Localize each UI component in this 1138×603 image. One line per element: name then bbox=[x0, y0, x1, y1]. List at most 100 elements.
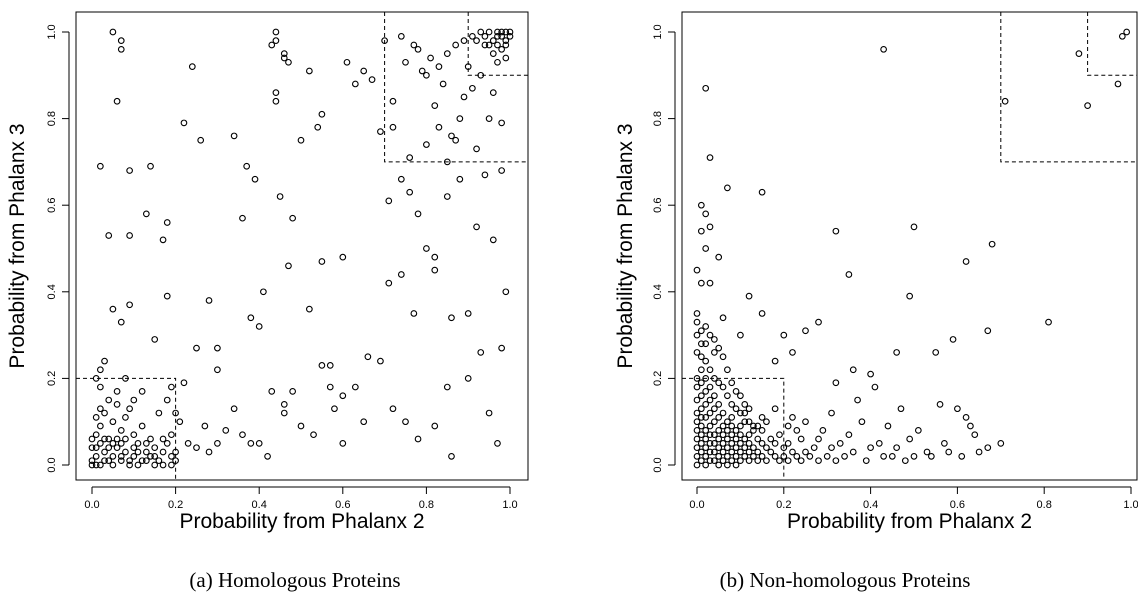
data-point bbox=[410, 310, 418, 317]
data-point bbox=[776, 431, 783, 439]
data-point bbox=[306, 67, 313, 75]
data-point bbox=[163, 292, 171, 300]
x-tick-label: 0.6 bbox=[335, 499, 350, 511]
data-point bbox=[741, 444, 749, 452]
data-point bbox=[910, 452, 918, 460]
data-point bbox=[711, 418, 718, 426]
data-point bbox=[147, 162, 154, 170]
data-point bbox=[832, 379, 840, 387]
data-point bbox=[168, 431, 175, 439]
data-point bbox=[741, 401, 749, 408]
data-point bbox=[802, 418, 809, 426]
data-point bbox=[239, 431, 246, 439]
data-point bbox=[314, 123, 322, 131]
data-point bbox=[494, 440, 501, 447]
data-point bbox=[789, 414, 796, 421]
data-point bbox=[151, 452, 159, 460]
data-point bbox=[693, 409, 701, 417]
data-point bbox=[706, 457, 714, 465]
data-point bbox=[117, 45, 125, 53]
x-axis-title: Probability from Phalanx 2 bbox=[179, 510, 424, 533]
data-point bbox=[343, 58, 351, 66]
data-point bbox=[771, 405, 779, 413]
x-axis-title: Probability from Phalanx 2 bbox=[787, 510, 1032, 533]
data-point bbox=[745, 431, 753, 439]
data-point bbox=[443, 158, 451, 166]
data-point bbox=[737, 392, 744, 400]
data-point bbox=[875, 440, 883, 447]
data-point bbox=[435, 63, 443, 70]
data-point bbox=[758, 452, 766, 460]
data-point bbox=[113, 388, 121, 395]
data-point bbox=[247, 440, 255, 447]
data-point bbox=[897, 405, 905, 413]
data-point bbox=[702, 444, 710, 452]
data-point bbox=[697, 431, 705, 439]
data-point bbox=[464, 63, 472, 70]
data-point bbox=[427, 54, 434, 62]
data-point bbox=[97, 461, 104, 469]
data-point bbox=[793, 452, 801, 460]
data-point bbox=[784, 422, 792, 430]
data-point bbox=[105, 457, 113, 465]
x-tick-label: 1.0 bbox=[1123, 499, 1138, 511]
data-point bbox=[815, 318, 822, 326]
threshold-region-1 bbox=[384, 12, 528, 163]
data-point bbox=[138, 388, 146, 395]
data-point bbox=[97, 422, 104, 430]
data-point bbox=[849, 448, 857, 456]
data-point bbox=[914, 427, 922, 434]
data-point bbox=[906, 435, 914, 443]
data-point bbox=[239, 214, 246, 222]
data-point bbox=[715, 344, 723, 352]
data-point bbox=[697, 405, 705, 413]
data-point bbox=[88, 435, 96, 443]
x-tick-label: 0.4 bbox=[252, 499, 267, 511]
data-point bbox=[789, 448, 796, 456]
data-point bbox=[255, 440, 263, 447]
data-point bbox=[728, 448, 736, 456]
data-point bbox=[351, 80, 359, 88]
data-point bbox=[92, 414, 100, 421]
x-tick-label: 0.8 bbox=[419, 499, 434, 511]
data-point bbox=[147, 435, 154, 443]
data-point bbox=[443, 50, 451, 58]
data-point bbox=[910, 223, 918, 231]
data-point bbox=[109, 440, 117, 447]
data-point bbox=[711, 431, 718, 439]
data-point bbox=[702, 427, 710, 434]
data-point bbox=[724, 444, 731, 452]
threshold-region-2 bbox=[1087, 12, 1137, 76]
data-point bbox=[936, 401, 944, 408]
data-point bbox=[489, 37, 497, 45]
data-point bbox=[318, 110, 326, 118]
data-point bbox=[776, 457, 783, 465]
data-point bbox=[117, 457, 125, 465]
y-tick-label: 1.0 bbox=[652, 24, 664, 39]
y-tick-label: 0.8 bbox=[652, 111, 664, 126]
data-point bbox=[397, 32, 405, 40]
data-point bbox=[754, 448, 762, 456]
data-point bbox=[771, 357, 779, 365]
data-point bbox=[431, 422, 439, 430]
data-point bbox=[460, 37, 468, 45]
threshold-region-2 bbox=[467, 12, 528, 76]
data-point bbox=[159, 236, 167, 244]
data-point bbox=[893, 349, 900, 356]
data-point bbox=[867, 444, 874, 452]
data-point bbox=[389, 123, 397, 131]
data-point bbox=[797, 457, 805, 465]
data-point bbox=[448, 452, 455, 460]
data-point bbox=[697, 327, 705, 335]
data-point bbox=[724, 427, 731, 434]
data-point bbox=[832, 227, 840, 235]
data-point bbox=[230, 132, 238, 140]
data-point bbox=[719, 383, 727, 391]
data-point bbox=[771, 440, 779, 447]
data-point bbox=[222, 427, 230, 434]
data-point bbox=[706, 422, 714, 430]
data-point bbox=[715, 427, 723, 434]
data-point bbox=[122, 414, 129, 421]
data-point bbox=[702, 84, 710, 92]
data-point bbox=[697, 279, 705, 287]
